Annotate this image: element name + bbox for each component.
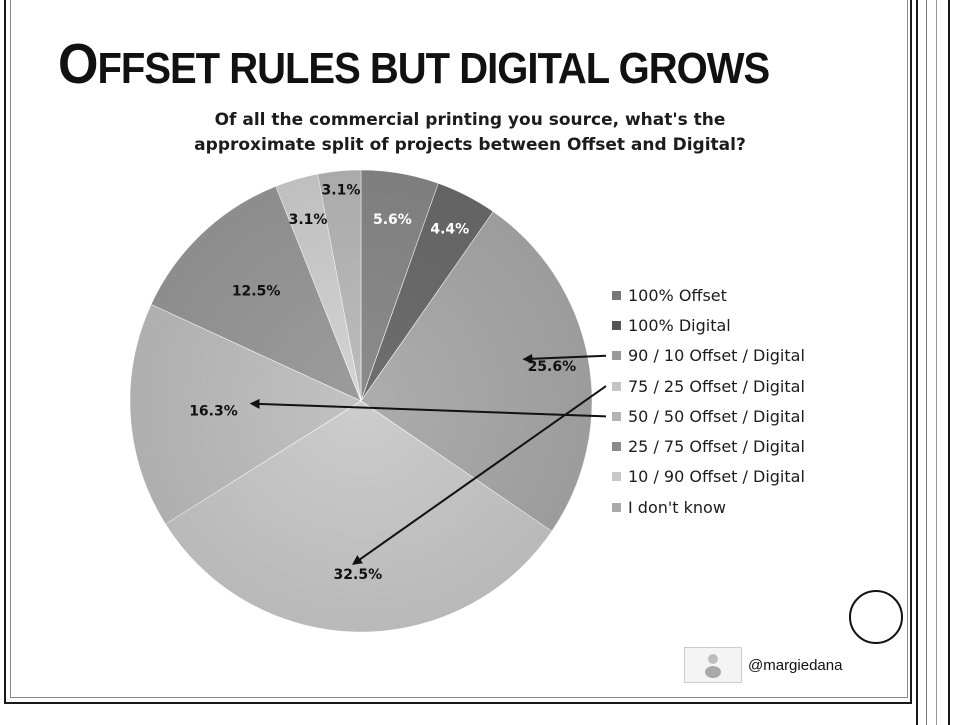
- slide-title: OFFSET RULES BUT DIGITAL GROWS: [58, 32, 770, 97]
- slide-frame: [4, 0, 912, 704]
- side-rail: [926, 0, 927, 725]
- person-thumbnail-icon: [705, 654, 721, 678]
- legend-swatch: [612, 320, 621, 330]
- side-rail: [916, 0, 918, 725]
- chart-legend: 100% Offset 100% Digital 90 / 10 Offset / …: [612, 280, 805, 522]
- legend-item: 100% Offset: [612, 280, 805, 310]
- side-rail: [936, 0, 937, 725]
- legend-swatch: [612, 351, 621, 361]
- slice-value-label: 25.6%: [528, 359, 577, 375]
- legend-item: I don't know: [612, 492, 805, 522]
- legend-item: 10 / 90 Offset / Digital: [612, 462, 805, 492]
- slice-value-label: 4.4%: [430, 221, 469, 237]
- legend-swatch: [612, 502, 621, 512]
- legend-swatch: [612, 290, 621, 300]
- slice-value-label: 5.6%: [373, 212, 412, 228]
- legend-label: 25 / 75 Offset / Digital: [628, 437, 805, 457]
- author-credit: @margiedana: [684, 646, 842, 684]
- legend-label: 100% Offset: [628, 285, 727, 305]
- legend-swatch: [612, 381, 621, 391]
- legend-item: 75 / 25 Offset / Digital: [612, 371, 805, 401]
- chart-title-line: approximate split of projects between Of…: [194, 135, 746, 155]
- annotation-arrow: [351, 385, 607, 565]
- pie-shading: [130, 170, 592, 632]
- legend-item: 90 / 10 Offset / Digital: [612, 341, 805, 371]
- side-rail: [948, 0, 950, 725]
- title-rest: FFSET RULES BUT DIGITAL GROWS: [97, 44, 770, 93]
- slide-nav-circle[interactable]: [849, 590, 903, 644]
- legend-label: 100% Digital: [628, 315, 731, 335]
- legend-label: 50 / 50 Offset / Digital: [628, 406, 805, 426]
- legend-label: I don't know: [628, 497, 726, 517]
- chart-title-line: Of all the commercial printing you sourc…: [214, 110, 726, 130]
- legend-label: 75 / 25 Offset / Digital: [628, 376, 805, 396]
- legend-label: 10 / 90 Offset / Digital: [628, 467, 805, 487]
- legend-swatch: [612, 442, 621, 452]
- legend-swatch: [612, 411, 621, 421]
- slice-value-label: 16.3%: [189, 404, 238, 420]
- slice-value-label: 3.1%: [289, 212, 328, 228]
- slice-value-label: 12.5%: [232, 283, 281, 299]
- legend-label: 90 / 10 Offset / Digital: [628, 346, 805, 366]
- annotation-arrow: [249, 398, 607, 418]
- slide-frame-inner: [10, 0, 908, 698]
- chart-title: Of all the commercial printing you sourc…: [150, 108, 790, 158]
- legend-item: 50 / 50 Offset / Digital: [612, 401, 805, 431]
- legend-item: 100% Digital: [612, 310, 805, 340]
- legend-swatch: [612, 472, 621, 482]
- legend-item: 25 / 75 Offset / Digital: [612, 431, 805, 461]
- person-thumbnail-icon: [684, 647, 742, 683]
- slice-value-label: 3.1%: [322, 182, 361, 198]
- author-handle: @margiedana: [748, 656, 843, 674]
- title-initial: O: [58, 33, 98, 96]
- annotation-arrow: [522, 353, 607, 364]
- slice-value-label: 32.5%: [334, 567, 383, 583]
